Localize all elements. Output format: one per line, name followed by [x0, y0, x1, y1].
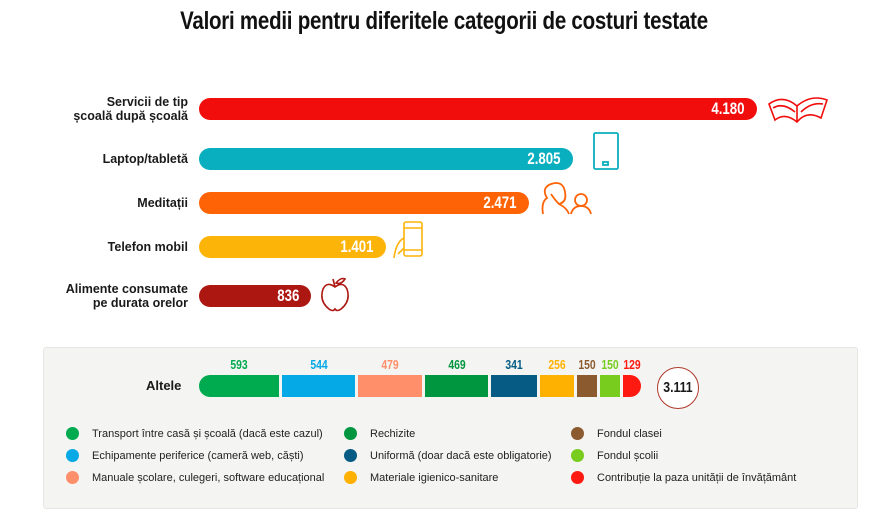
category-label-line: pe durata orelor [92, 296, 188, 310]
others-total-value: 3.111 [663, 379, 693, 396]
legend-label: Materiale igienico-sanitare [370, 471, 499, 484]
stacked-segment [540, 375, 574, 397]
category-label: Servicii de tip școală după școală [73, 95, 188, 123]
bar-value-label: 4.180 [711, 99, 745, 118]
apple-icon [319, 275, 351, 318]
legend-swatch [571, 471, 584, 484]
category-label-line: Meditații [137, 196, 188, 210]
stacked-segment [491, 375, 537, 397]
legend-swatch [571, 449, 584, 462]
legend-swatch [344, 449, 357, 462]
category-label: Laptop/tabletă [103, 152, 188, 166]
legend-item: Fondul clasei [571, 427, 662, 440]
stacked-segment-value: 150 [601, 357, 619, 372]
category-label-line: Laptop/tabletă [102, 152, 188, 166]
legend-item: Materiale igienico-sanitare [344, 471, 498, 484]
legend-item: Transport între casă și școală (dacă est… [66, 427, 323, 440]
category-label-line: școală după școală [73, 109, 188, 123]
stacked-segment-value: 129 [623, 357, 641, 372]
legend-swatch [344, 471, 357, 484]
legend-item: Rechizite [344, 427, 415, 440]
bar [199, 192, 529, 214]
legend-label: Rechizite [370, 427, 416, 440]
stacked-segment [358, 375, 422, 397]
phone-icon [392, 220, 426, 267]
stacked-segment-value: 479 [381, 357, 399, 372]
category-label-line: Alimente consumate [65, 282, 188, 296]
stacked-segment [577, 375, 597, 397]
bar [199, 148, 573, 170]
category-label: Meditații [137, 196, 188, 210]
category-label-line: Telefon mobil [107, 240, 188, 254]
legend-item: Uniformă (doar dacă este obligatorie) [344, 449, 552, 462]
bar-value-label: 836 [276, 286, 299, 305]
stacked-segment-value: 593 [230, 357, 248, 372]
stacked-segment-value: 341 [505, 357, 523, 372]
legend-swatch [66, 449, 79, 462]
legend-swatch [66, 427, 79, 440]
legend-swatch [344, 427, 357, 440]
legend-label: Manuale școlare, culegeri, software educ… [92, 471, 325, 484]
chart-title: Valori medii pentru diferitele categorii… [180, 7, 708, 35]
stacked-segment [199, 375, 279, 397]
category-label: Alimente consumate pe durata orelor [66, 282, 188, 310]
legend-item: Echipamente periferice (cameră web, cășt… [66, 449, 304, 462]
others-label: Altele [146, 378, 182, 393]
stacked-segment [425, 375, 488, 397]
legend-swatch [571, 427, 584, 440]
others-total-badge: 3.111 [657, 367, 699, 409]
book-icon [767, 90, 831, 131]
stacked-segment-value: 150 [578, 357, 596, 372]
stacked-segment [600, 375, 620, 397]
bar-value-label: 2.471 [483, 193, 517, 212]
stacked-segment-value: 256 [548, 357, 566, 372]
bar [199, 236, 386, 258]
legend-label: Fondul școlii [597, 449, 659, 462]
stacked-segment [282, 375, 355, 397]
legend-label: Contribuție la paza unității de învățămâ… [597, 471, 797, 484]
stacked-segment [623, 375, 641, 397]
bar-value-label: 2.805 [527, 149, 561, 168]
legend-item: Fondul școlii [571, 449, 658, 462]
legend-label: Fondul clasei [597, 427, 662, 440]
legend-item: Contribuție la paza unității de învățămâ… [571, 471, 796, 484]
bar-value-label: 1.401 [340, 237, 374, 256]
tutor-icon [537, 180, 593, 221]
bar [199, 285, 311, 307]
tablet-icon [591, 130, 621, 177]
bar [199, 98, 757, 120]
legend-label: Transport între casă și școală (dacă est… [92, 427, 323, 440]
category-label-line: Servicii de tip [106, 95, 188, 109]
legend-label: Echipamente periferice (cameră web, cășt… [92, 449, 304, 462]
legend-item: Manuale școlare, culegeri, software educ… [66, 471, 324, 484]
stacked-segment-value: 469 [447, 357, 466, 372]
stacked-segment-value: 544 [309, 357, 328, 372]
legend-swatch [66, 471, 79, 484]
others-panel [43, 347, 858, 509]
category-label: Telefon mobil [108, 240, 188, 254]
legend-label: Uniformă (doar dacă este obligatorie) [370, 449, 552, 462]
